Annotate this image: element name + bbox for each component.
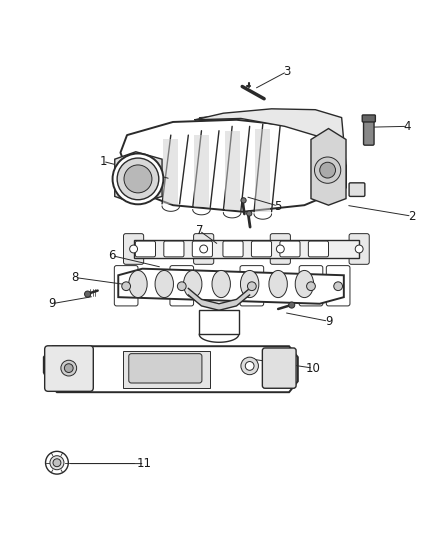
FancyBboxPatch shape <box>240 265 264 306</box>
Circle shape <box>113 154 163 204</box>
Circle shape <box>247 211 252 216</box>
FancyBboxPatch shape <box>349 183 365 197</box>
Polygon shape <box>311 128 346 205</box>
Polygon shape <box>194 135 209 207</box>
Polygon shape <box>118 269 344 304</box>
Text: 8: 8 <box>71 271 78 284</box>
Text: 4: 4 <box>403 120 411 133</box>
Text: 1: 1 <box>99 155 107 168</box>
Ellipse shape <box>295 270 314 297</box>
Text: 6: 6 <box>108 249 116 262</box>
Circle shape <box>247 282 256 290</box>
FancyBboxPatch shape <box>223 241 243 257</box>
Circle shape <box>334 282 343 290</box>
Text: 3: 3 <box>283 65 290 78</box>
FancyBboxPatch shape <box>194 233 214 264</box>
FancyBboxPatch shape <box>192 241 212 257</box>
Circle shape <box>307 282 315 290</box>
Text: 9: 9 <box>325 315 332 328</box>
FancyBboxPatch shape <box>45 346 93 391</box>
Circle shape <box>200 245 208 253</box>
Ellipse shape <box>240 270 259 297</box>
Ellipse shape <box>269 270 287 297</box>
FancyBboxPatch shape <box>299 265 323 306</box>
Circle shape <box>124 165 152 193</box>
Text: 9: 9 <box>48 297 56 310</box>
FancyBboxPatch shape <box>251 241 272 257</box>
Circle shape <box>46 451 68 474</box>
FancyBboxPatch shape <box>170 265 194 306</box>
Circle shape <box>241 198 246 203</box>
FancyBboxPatch shape <box>270 233 290 264</box>
Circle shape <box>122 282 131 290</box>
Polygon shape <box>188 288 250 310</box>
Polygon shape <box>195 109 346 166</box>
Circle shape <box>289 302 295 308</box>
Polygon shape <box>120 120 346 212</box>
Circle shape <box>355 245 363 253</box>
Ellipse shape <box>155 270 173 297</box>
Circle shape <box>245 361 254 370</box>
Polygon shape <box>255 128 270 212</box>
FancyBboxPatch shape <box>114 265 138 306</box>
Text: 2: 2 <box>408 209 416 223</box>
FancyBboxPatch shape <box>326 265 350 306</box>
FancyBboxPatch shape <box>362 115 375 122</box>
Polygon shape <box>134 240 359 258</box>
FancyBboxPatch shape <box>129 354 202 383</box>
Ellipse shape <box>184 270 202 297</box>
Text: 7: 7 <box>195 224 203 237</box>
Circle shape <box>320 162 336 178</box>
Circle shape <box>117 158 159 200</box>
Polygon shape <box>44 346 298 392</box>
Circle shape <box>85 291 91 297</box>
Polygon shape <box>115 152 162 204</box>
Polygon shape <box>199 310 239 334</box>
FancyBboxPatch shape <box>308 241 328 257</box>
FancyBboxPatch shape <box>364 118 374 145</box>
Circle shape <box>50 456 64 470</box>
Polygon shape <box>123 351 210 388</box>
Circle shape <box>314 157 341 183</box>
Text: 11: 11 <box>137 457 152 470</box>
Circle shape <box>130 245 138 253</box>
Circle shape <box>64 364 73 373</box>
Text: 5: 5 <box>275 199 282 213</box>
FancyBboxPatch shape <box>164 241 184 257</box>
Circle shape <box>61 360 77 376</box>
FancyBboxPatch shape <box>262 348 296 388</box>
Circle shape <box>241 357 258 375</box>
Ellipse shape <box>129 270 147 297</box>
FancyBboxPatch shape <box>135 241 155 257</box>
FancyBboxPatch shape <box>280 241 300 257</box>
Polygon shape <box>163 140 178 204</box>
Circle shape <box>276 245 284 253</box>
Text: 10: 10 <box>306 361 321 375</box>
Circle shape <box>177 282 186 290</box>
FancyBboxPatch shape <box>349 233 369 264</box>
Ellipse shape <box>212 270 230 297</box>
FancyBboxPatch shape <box>124 233 144 264</box>
Polygon shape <box>225 131 240 211</box>
Circle shape <box>53 459 61 467</box>
